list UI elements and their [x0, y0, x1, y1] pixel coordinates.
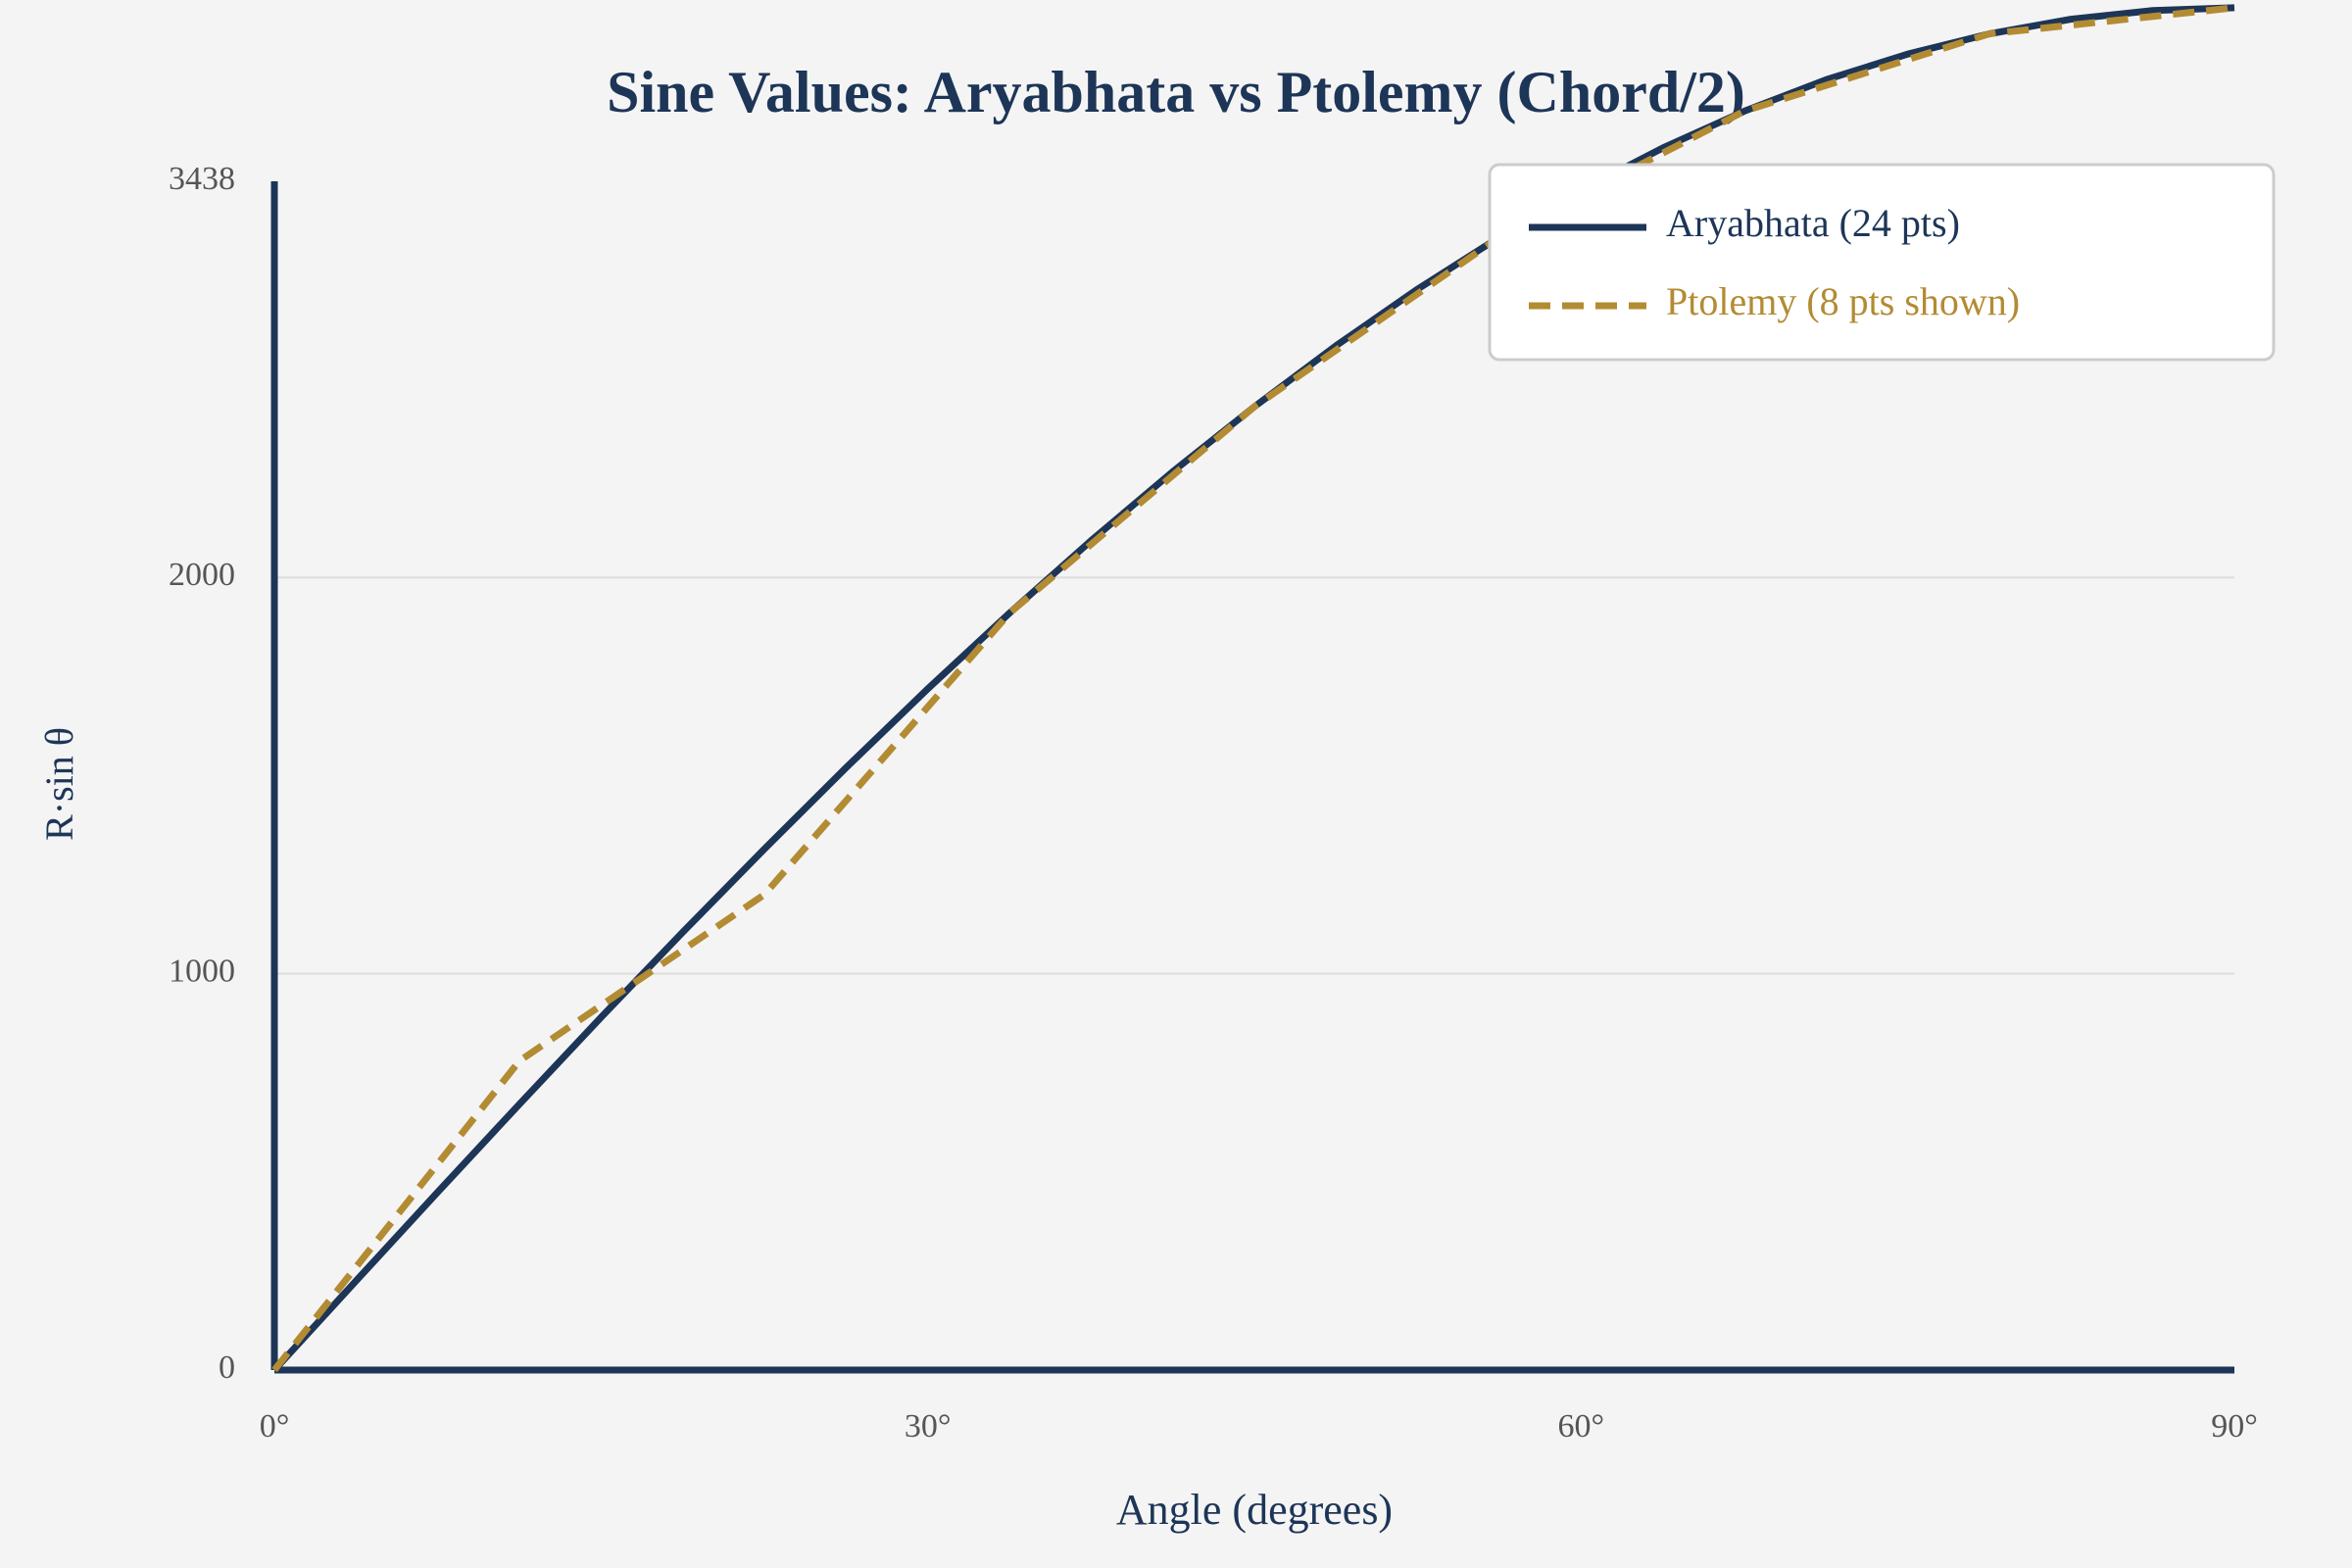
y-tick-label: 1000: [169, 953, 235, 989]
y-axis-label: R·sin θ: [37, 727, 81, 841]
series-line: [271, 4, 2235, 1373]
y-tick-label: 0: [219, 1349, 235, 1386]
x-tick-label: 30°: [905, 1408, 952, 1445]
legend: Aryabhata (24 pts) Ptolemy (8 pts shown): [1488, 163, 2276, 362]
y-tick-label: 3438: [169, 161, 235, 197]
y-tick-label: 2000: [169, 557, 235, 593]
x-tick-label: 0°: [260, 1408, 290, 1445]
legend-label: Aryabhata (24 pts): [1666, 201, 1960, 245]
x-tick-label: 60°: [1558, 1408, 1605, 1445]
x-tick-label: 90°: [2211, 1408, 2258, 1445]
x-axis-label: Angle (degrees): [1116, 1486, 1393, 1534]
chart-title: Sine Values: Aryabhata vs Ptolemy (Chord…: [607, 60, 1745, 124]
legend-label: Ptolemy (8 pts shown): [1666, 279, 2020, 323]
legend-box: [1488, 163, 2276, 362]
